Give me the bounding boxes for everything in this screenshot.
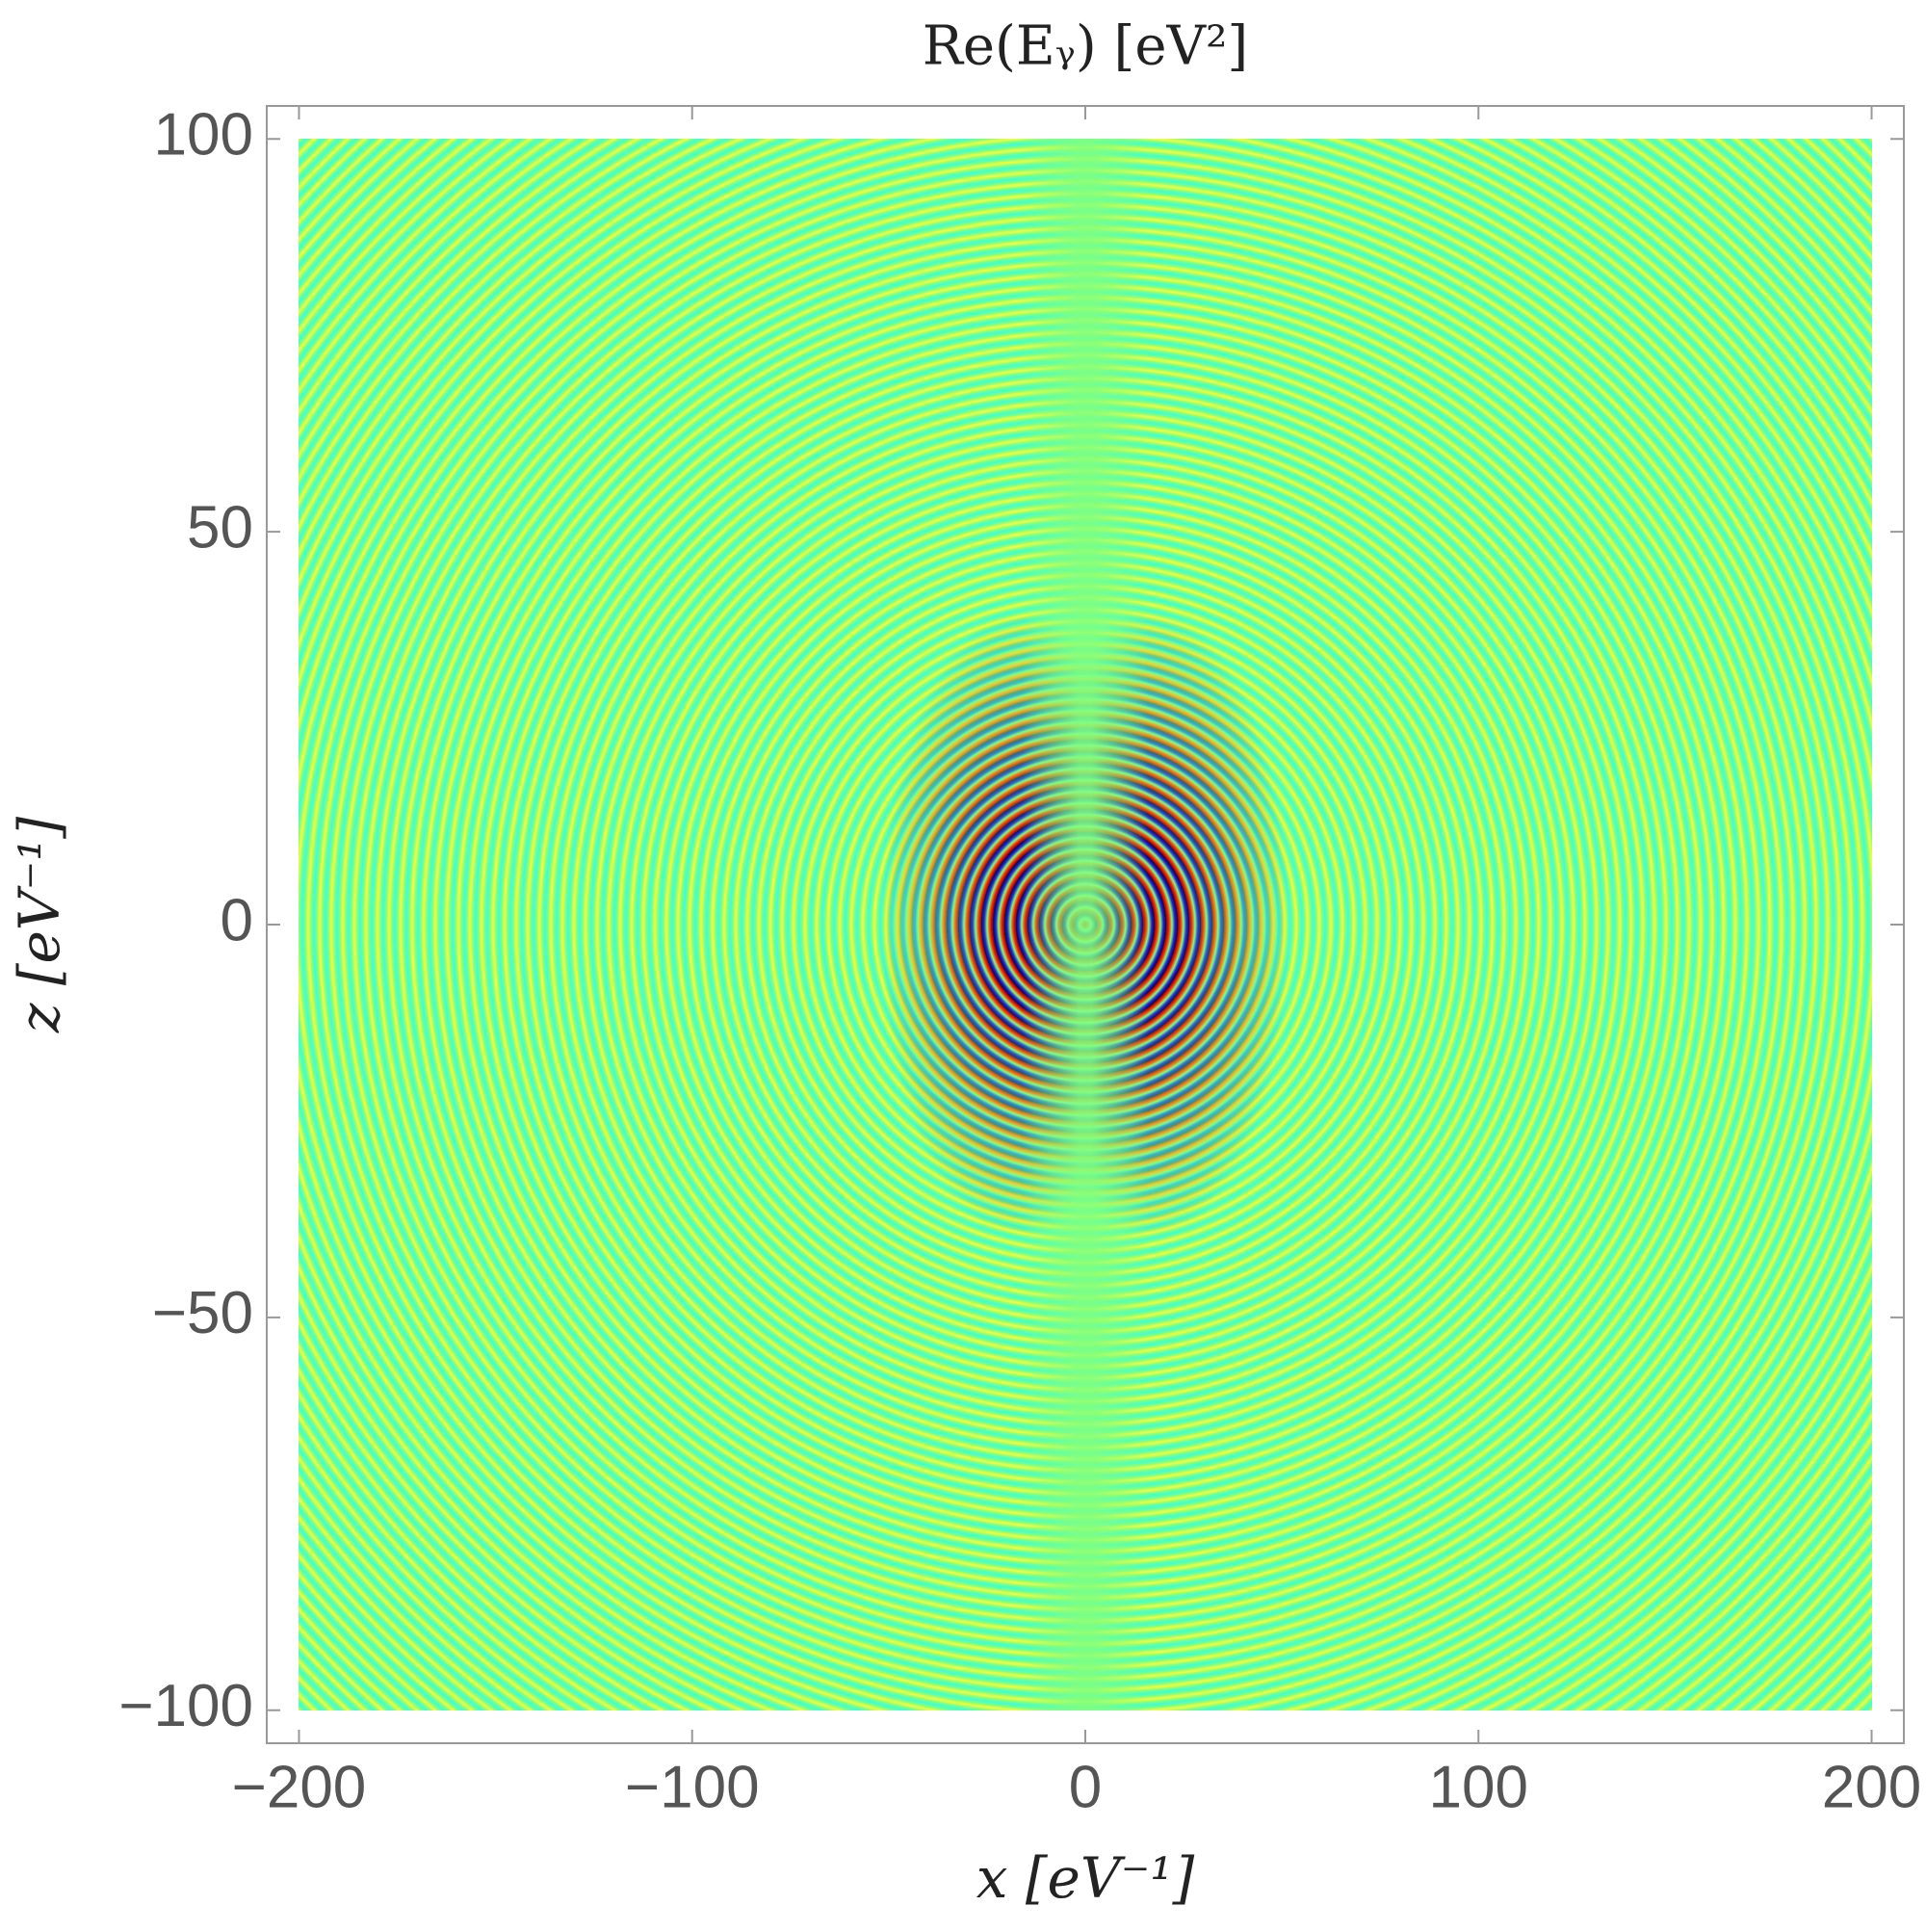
x-axis-label: x [eV⁻¹] — [976, 1845, 1195, 1911]
x-tick-label: −100 — [625, 1754, 760, 1820]
y-tick-label: 100 — [154, 102, 253, 169]
y-tick-label: 50 — [187, 495, 253, 561]
y-axis-label: z [eV⁻¹] — [7, 816, 72, 1033]
x-tick-label: 100 — [1429, 1754, 1528, 1820]
field-image — [299, 139, 1872, 1710]
chart-title: Re(Eᵧ) [eV²] — [923, 15, 1249, 78]
band — [299, 139, 1872, 1710]
y-tick-label: −100 — [118, 1673, 253, 1739]
x-tick-label: 0 — [1069, 1754, 1102, 1820]
x-tick-label: −200 — [232, 1754, 367, 1820]
y-tick-label: 0 — [221, 887, 253, 953]
density-field — [299, 139, 1872, 1710]
x-tick-label: 200 — [1822, 1754, 1921, 1820]
y-tick-label: −50 — [152, 1280, 253, 1346]
